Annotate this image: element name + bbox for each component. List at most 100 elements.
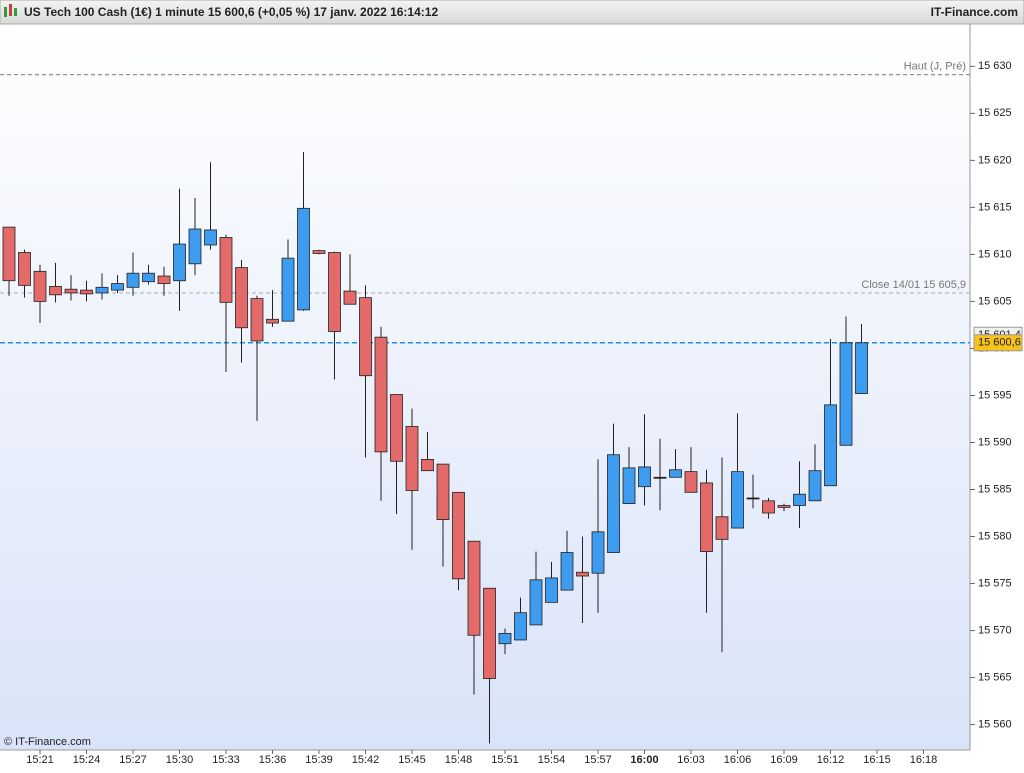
candle-body (328, 252, 341, 332)
candle-body (715, 516, 729, 540)
candle-body (855, 342, 868, 394)
y-tick-label: 15 575 (978, 577, 1012, 589)
y-tick-label: 15 560 (978, 719, 1012, 731)
x-tick-label: 15:39 (305, 754, 333, 766)
candle-body (560, 552, 574, 591)
x-tick-label: 15:30 (166, 754, 194, 766)
y-tick-label: 15 585 (978, 483, 1012, 495)
candle-body (33, 270, 47, 302)
candle-body (281, 257, 295, 322)
candle-body (405, 426, 419, 491)
candle-body (746, 497, 760, 500)
candle-body (266, 318, 279, 324)
y-tick-label: 15 595 (978, 389, 1012, 401)
candle-body (80, 289, 93, 295)
x-tick-label: 16:12 (817, 754, 845, 766)
x-tick-label: 16:03 (677, 754, 705, 766)
candle-body (49, 285, 62, 296)
x-tick-label: 16:06 (724, 754, 752, 766)
candle-body (700, 482, 713, 552)
footer: © IT-Finance.com (4, 736, 91, 748)
chart-title: US Tech 100 Cash (1€) 1 minute 15 600,6 … (24, 5, 438, 19)
x-tick-label: 15:51 (491, 754, 519, 766)
candle-body (421, 459, 434, 472)
candle-body (653, 476, 667, 479)
y-tick-label: 15 580 (978, 530, 1012, 542)
y-tick-label: 15 565 (978, 671, 1012, 683)
reference-label: Haut (J, Pré) (904, 61, 966, 73)
candle-body (374, 336, 388, 453)
price-tag-label: 15 600,6 (978, 337, 1021, 349)
candle-body (343, 290, 357, 305)
logo (4, 4, 17, 17)
y-tick-label: 15 630 (978, 60, 1012, 72)
candle-body (793, 493, 806, 506)
y-tick-label: 15 620 (978, 154, 1012, 166)
x-tick-label: 16:09 (770, 754, 798, 766)
candle-body (390, 394, 403, 462)
candle-body (219, 237, 233, 303)
x-tick-label: 15:27 (119, 754, 147, 766)
candle-body (250, 298, 264, 342)
x-tick-label: 15:45 (398, 754, 426, 766)
reference-label: Close 14/01 15 605,9 (861, 279, 966, 291)
x-tick-label: 16:18 (910, 754, 938, 766)
brand[interactable]: IT-Finance.com (931, 5, 1018, 19)
y-tick-label: 15 615 (978, 201, 1012, 213)
x-tick-label: 15:48 (445, 754, 473, 766)
candle-body (669, 469, 682, 478)
candle-body (808, 470, 822, 502)
candle-body (297, 207, 310, 311)
candle-body (638, 466, 651, 488)
candle-body (95, 286, 109, 294)
header-bar (0, 0, 1024, 25)
y-tick-label: 15 605 (978, 295, 1012, 307)
x-tick-label: 15:21 (26, 754, 54, 766)
y-tick-label: 15 590 (978, 436, 1012, 448)
y-tick-label: 15 625 (978, 107, 1012, 119)
candle-body (514, 612, 527, 641)
x-tick-label: 15:57 (584, 754, 612, 766)
x-tick-label: 15:42 (352, 754, 380, 766)
candle-body (839, 342, 853, 446)
candle-body (824, 404, 837, 487)
candle-body (731, 471, 744, 529)
candle-body (483, 587, 496, 679)
x-tick-label: 15:36 (259, 754, 287, 766)
x-tick-label: 16:15 (863, 754, 891, 766)
candle-body (157, 275, 171, 284)
candle-body (312, 250, 326, 254)
candle-body (18, 252, 31, 286)
y-tick-label: 15 610 (978, 248, 1012, 260)
candle-body (529, 579, 543, 626)
candle-body (467, 540, 481, 636)
candle-body (64, 288, 78, 294)
x-tick-label: 16:00 (630, 754, 658, 766)
candle-body (452, 491, 465, 580)
x-tick-label: 15:54 (538, 754, 566, 766)
x-tick-label: 15:33 (212, 754, 240, 766)
candle-body (777, 505, 791, 508)
candle-body (126, 272, 140, 288)
candle-body (436, 463, 450, 520)
candle-body (622, 467, 636, 505)
candle-body (591, 531, 605, 574)
y-tick-label: 15 570 (978, 624, 1012, 636)
candle-body (235, 267, 248, 329)
x-tick-label: 15:24 (73, 754, 101, 766)
candle-body (204, 229, 217, 246)
candle-body (359, 297, 372, 377)
candle-body (142, 272, 155, 283)
candle-body (111, 283, 124, 291)
candle-body (498, 632, 512, 645)
candle-body (684, 471, 698, 493)
candle-body (2, 226, 16, 282)
price-tag (973, 334, 1023, 352)
candle-body (188, 228, 202, 265)
candle-body (576, 571, 589, 577)
candle-body (607, 454, 620, 553)
candle-body (762, 500, 775, 514)
candle-body (545, 577, 558, 603)
candle-body (173, 243, 186, 282)
